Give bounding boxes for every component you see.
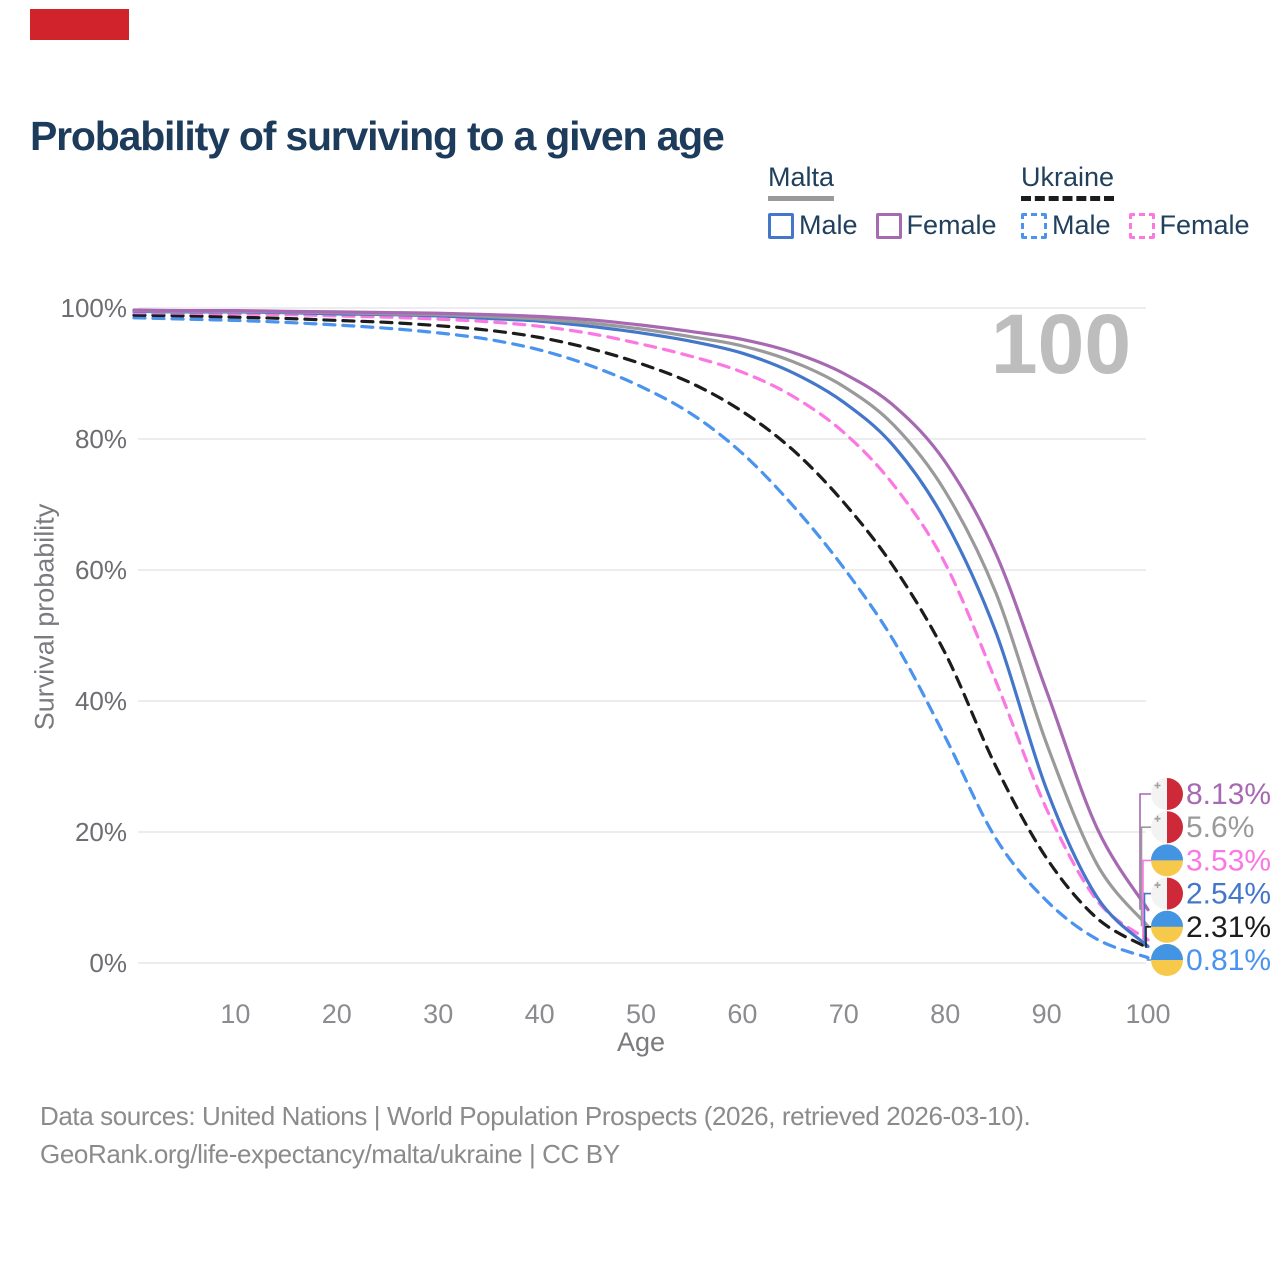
end-value-label-ukraine-female: 3.53%	[1186, 844, 1271, 877]
legend-label-ukraine-male[interactable]: Male	[1052, 210, 1111, 240]
x-tick-label: 20	[322, 999, 352, 1029]
curve-ukraine-both-sexes	[132, 313, 1150, 950]
curve-ukraine-female	[132, 311, 1150, 942]
x-tick-label: 80	[930, 999, 960, 1029]
footer-url: GeoRank.org/life-expectancy/malta/ukrain…	[40, 1139, 620, 1169]
x-tick-label: 90	[1032, 999, 1062, 1029]
legend-swatch-malta-female[interactable]	[875, 212, 902, 239]
legend-country-ukraine[interactable]: Ukraine	[1021, 162, 1115, 201]
label-connector-ukraine-both-sexes	[1145, 926, 1151, 948]
y-tick-label: 40%	[75, 686, 127, 716]
ukraine-flag-icon	[1151, 844, 1183, 877]
end-value-label-ukraine-male: 0.81%	[1186, 944, 1271, 977]
malta-flag-icon	[1151, 877, 1183, 910]
curve-malta-female	[132, 308, 1150, 912]
x-tick-label: 70	[829, 999, 859, 1029]
y-tick-label: 60%	[75, 555, 127, 585]
malta-flag-icon	[1151, 778, 1183, 810]
x-tick-label: 100	[1125, 999, 1170, 1029]
legend-group-ukraine: Ukraine Male Female	[1021, 162, 1250, 241]
red-banner	[30, 9, 129, 40]
legend-label-malta-male[interactable]: Male	[799, 210, 858, 240]
malta-flag-icon	[1151, 811, 1183, 844]
end-value-label-malta-male: 2.54%	[1186, 878, 1271, 911]
label-connector-ukraine-female	[1142, 859, 1151, 940]
x-tick-label: 40	[525, 999, 555, 1029]
legend-label-ukraine-female[interactable]: Female	[1159, 210, 1250, 240]
curve-malta-both-sexes	[132, 309, 1150, 928]
label-connector-malta-female	[1139, 793, 1151, 910]
label-connector-malta-both-sexes	[1140, 826, 1151, 927]
legend-label-malta-female[interactable]: Female	[906, 210, 997, 240]
end-value-label-ukraine-both-sexes: 2.31%	[1186, 911, 1271, 944]
curve-ukraine-male	[132, 316, 1150, 960]
ukraine-flag-icon	[1151, 910, 1183, 943]
legend-swatch-ukraine-female[interactable]	[1128, 212, 1155, 239]
legend-country-malta[interactable]: Malta	[768, 162, 835, 201]
footer-data-sources: Data sources: United Nations | World Pop…	[40, 1101, 1031, 1131]
end-value-label-malta-female: 8.13%	[1186, 778, 1271, 811]
page-title: Probability of surviving to a given age	[30, 113, 725, 160]
y-axis-title: Survival probability	[29, 503, 60, 731]
y-tick-label: 100%	[61, 293, 128, 323]
watermark-age-100: 100	[991, 297, 1131, 391]
curve-malta-male	[132, 309, 1150, 948]
legend-swatch-ukraine-male[interactable]	[1021, 212, 1047, 239]
x-tick-label: 50	[626, 999, 656, 1029]
x-axis-title: Age	[617, 1027, 665, 1057]
label-connector-ukraine-male	[1146, 957, 1151, 961]
footer: Data sources: United Nations | World Pop…	[40, 1097, 1031, 1173]
x-tick-label: 10	[220, 999, 250, 1029]
y-tick-label: 0%	[89, 948, 127, 978]
x-tick-label: 30	[423, 999, 453, 1029]
x-tick-label: 60	[727, 999, 757, 1029]
end-value-label-malta-both-sexes: 5.6%	[1186, 811, 1254, 844]
legend-group-malta: Malta Male Female	[768, 162, 997, 241]
y-tick-label: 20%	[75, 817, 127, 847]
legend-swatch-malta-male[interactable]	[768, 212, 794, 239]
y-tick-label: 80%	[75, 424, 127, 454]
label-connector-malta-male	[1143, 892, 1151, 947]
ukraine-flag-icon	[1151, 944, 1183, 976]
